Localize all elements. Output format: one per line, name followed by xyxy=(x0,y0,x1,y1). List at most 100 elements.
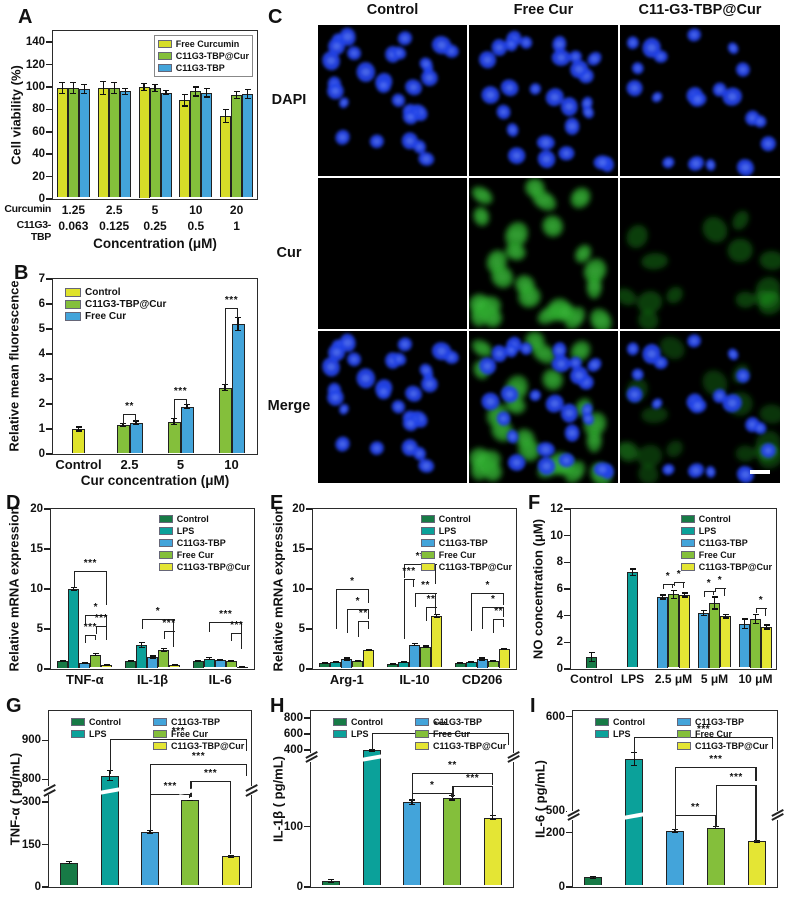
error-bar-cap xyxy=(141,89,147,91)
y-tick-label: 0 xyxy=(34,881,41,893)
error-bar-cap xyxy=(59,81,66,84)
legend-item: C11G3-TBP@Cur xyxy=(157,50,249,61)
error-bar-cap xyxy=(100,80,107,82)
sig-bracket-leg xyxy=(672,584,674,589)
x-axis-title: Cur concentration (μM) xyxy=(80,473,230,488)
error-bar xyxy=(95,653,97,656)
sig-bracket-leg xyxy=(491,785,493,817)
error-bar-cap xyxy=(741,627,748,629)
error-bar-cap xyxy=(163,89,169,91)
legend-label: Free Cur xyxy=(698,549,736,560)
error-bar-cap xyxy=(235,317,241,319)
sig-bracket-line xyxy=(662,584,674,586)
micrograph-blank xyxy=(318,178,467,329)
error-bar xyxy=(756,840,758,843)
bar xyxy=(190,91,202,198)
error-bar-cap xyxy=(681,596,688,598)
legend-label: Control xyxy=(613,716,645,727)
sig-bracket-leg xyxy=(141,618,143,629)
legend-label: Free Curcumin xyxy=(175,38,240,49)
y-tick xyxy=(46,153,52,155)
legend-swatch xyxy=(420,538,435,547)
legend-item: C11G3-TBP xyxy=(420,537,512,548)
legend-item: Control xyxy=(420,513,512,524)
y-tick-label: 200 xyxy=(545,826,565,839)
bar xyxy=(119,91,131,198)
sig-bracket-line xyxy=(84,635,96,637)
error-bar-cap xyxy=(138,646,145,648)
sig-stars: * xyxy=(485,580,490,591)
y-tick xyxy=(304,717,310,719)
micrograph-dapi xyxy=(318,25,467,176)
x-category-label: 10 xyxy=(224,457,239,472)
error-bar-cap xyxy=(228,660,235,662)
error-bar xyxy=(61,82,63,94)
y-tick-label: 5 xyxy=(38,323,45,335)
legend-item: C11G3-TBP xyxy=(677,716,768,727)
sig-bracket-line xyxy=(482,607,505,609)
error-bar xyxy=(435,614,438,618)
error-bar-cap xyxy=(235,329,241,331)
y-tick-label: 10 xyxy=(550,529,563,542)
sig-bracket-line xyxy=(371,733,509,734)
y-tick-label: 600 xyxy=(283,727,303,740)
y-tick xyxy=(306,628,312,630)
bar xyxy=(201,92,213,198)
error-bar-cap xyxy=(206,658,213,660)
y-tick-label: 20 xyxy=(30,503,43,515)
y-tick xyxy=(564,534,570,537)
sig-stars: * xyxy=(93,602,99,614)
legend-item: Free Cur xyxy=(65,311,166,322)
legend-label: Free Cur xyxy=(433,728,471,739)
sig-stars: *** xyxy=(230,620,244,631)
error-bar-cap xyxy=(227,856,234,859)
error-bar xyxy=(702,610,705,616)
legend-item: Control xyxy=(71,716,121,727)
bar xyxy=(136,645,147,668)
error-bar-cap xyxy=(92,654,99,656)
y-tick xyxy=(46,86,52,88)
legend-swatch xyxy=(157,63,172,72)
bar xyxy=(750,619,761,668)
sig-bracket-leg xyxy=(435,564,437,585)
legend-swatch xyxy=(677,741,691,750)
y-tick-label: 150 xyxy=(21,838,41,851)
error-bar-cap xyxy=(233,90,240,93)
axis-break-mark xyxy=(567,808,580,821)
legend-item: Free Cur xyxy=(153,728,244,739)
panel-letter-f: F xyxy=(528,492,541,514)
error-bar xyxy=(109,770,111,781)
y-tick xyxy=(564,588,570,590)
legend-item: C11G3-TBP@Cur xyxy=(153,740,244,751)
sig-bracket-line xyxy=(174,398,187,400)
error-bar xyxy=(330,879,332,883)
y-tick-label: 500 xyxy=(545,805,565,818)
legend-item: C11G3-TBP xyxy=(415,716,506,727)
x-category-label: Control xyxy=(55,457,102,472)
sig-stars: *** xyxy=(466,772,480,784)
error-bar-cap xyxy=(81,662,88,664)
legend-item: Free Cur xyxy=(680,549,772,560)
axis-break-mark xyxy=(245,784,258,797)
bar xyxy=(420,646,431,668)
legend-swatch xyxy=(157,51,172,60)
legend-label: LPS xyxy=(176,525,195,536)
sig-bracket-line xyxy=(163,630,175,632)
sig-bracket-leg xyxy=(84,615,87,626)
bar xyxy=(220,116,232,198)
sig-bracket-line xyxy=(675,814,716,816)
bar xyxy=(720,616,731,668)
error-bar-cap xyxy=(181,94,188,96)
error-bar-cap xyxy=(184,403,190,406)
y-tick xyxy=(46,403,52,405)
error-bar-cap xyxy=(631,765,638,767)
y-tick-label: 15 xyxy=(30,543,43,555)
error-bar xyxy=(124,88,126,95)
panel-f-no-concentration: F NO concentration (μM) 0 2 4 6 8 10 12 * * * * * Co… xyxy=(524,490,785,695)
x-row-label: C11G3-TBP xyxy=(16,219,52,243)
sig-bracket-leg xyxy=(435,593,437,607)
micrograph-column-header: Free Cur xyxy=(513,2,574,18)
x-category-label: 5 μM xyxy=(700,672,729,686)
bar xyxy=(403,802,421,886)
micrograph-dapi xyxy=(469,25,618,176)
